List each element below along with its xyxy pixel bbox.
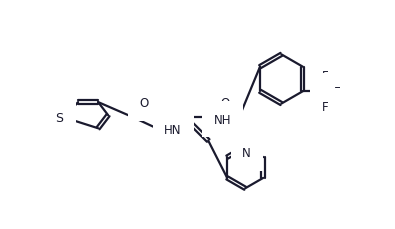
Text: F: F [322, 70, 328, 83]
Text: O: O [140, 97, 149, 110]
Text: F: F [322, 101, 328, 114]
Text: N: N [243, 147, 251, 160]
Text: HN: HN [164, 124, 182, 137]
Text: NH: NH [214, 113, 231, 126]
Text: S: S [56, 112, 64, 124]
Text: O: O [220, 97, 230, 110]
Text: F: F [334, 85, 340, 98]
